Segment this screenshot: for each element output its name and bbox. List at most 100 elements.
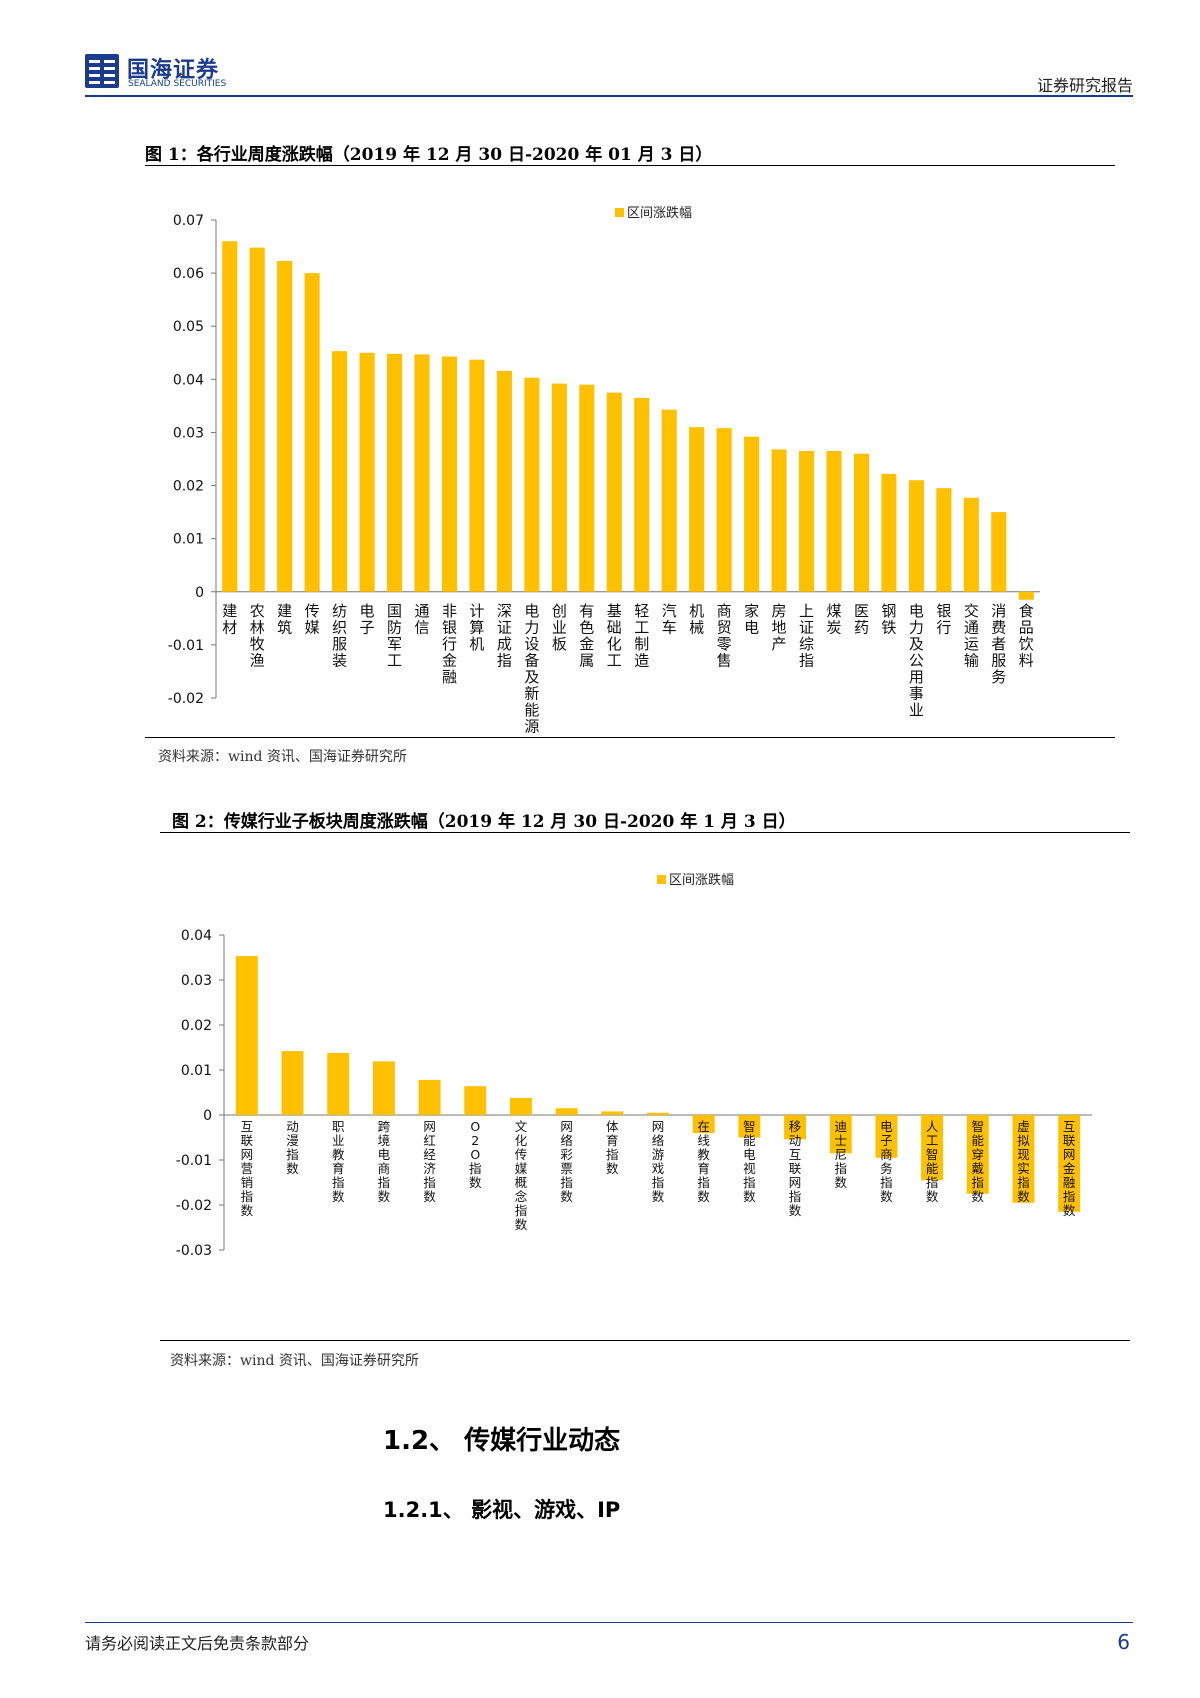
- fig2-category-label: 移动互联网指数: [789, 1119, 802, 1218]
- fig1-category-label: 轻工制造: [634, 602, 649, 670]
- fig1-category-label: 电力设备及新能源: [524, 602, 539, 736]
- fig2-bar: [921, 1115, 944, 1181]
- fig2-bar: [1058, 1115, 1081, 1212]
- fig1-bar: [936, 488, 952, 592]
- fig1-bar: [826, 451, 842, 592]
- fig1-category-label: 汽车: [662, 602, 677, 637]
- fig2-category-label: 网络游戏指数: [652, 1119, 665, 1204]
- fig2-category-label: 互联网金融指数: [1063, 1119, 1076, 1218]
- fig1-y-tick-label: 0: [195, 585, 204, 601]
- figure1-bottom-rule: [145, 737, 1115, 738]
- fig1-bar: [551, 383, 567, 592]
- fig2-category-label: 体育指数: [606, 1119, 619, 1176]
- fig1-category-label: 通信: [414, 602, 429, 637]
- fig1-y-tick-label: 0.02: [173, 479, 204, 495]
- fig1-category-label: 食品饮料: [1019, 602, 1034, 670]
- fig2-bar: [647, 1112, 669, 1115]
- fig2-category-label: 在线教育指数: [697, 1119, 710, 1204]
- fig1-bar: [332, 351, 348, 592]
- fig1-category-label: 深证成指: [497, 602, 512, 670]
- fig1-bar: [716, 428, 732, 592]
- fig1-bar: [386, 353, 403, 592]
- brand-name-cn: 国海证券: [127, 58, 220, 83]
- fig2-category-label: 人工智能指数: [926, 1119, 939, 1204]
- section-heading: 1.2、 传媒行业动态: [383, 1426, 621, 1456]
- fig2-bar: [966, 1115, 989, 1194]
- fig1-category-label: 房地产: [772, 602, 787, 653]
- fig2-bar: [784, 1115, 807, 1140]
- fig1-category-label: 纺织服装: [332, 602, 347, 670]
- footer-disclaimer: 请务必阅读正文后免责条款部分: [85, 1634, 310, 1653]
- fig2-bar: [555, 1108, 578, 1115]
- fig1-category-label: 非银行金融: [442, 602, 457, 686]
- fig2-bar: [464, 1086, 487, 1115]
- fig1-bar: [798, 451, 815, 592]
- fig2-bar: [235, 956, 258, 1115]
- fig1-category-label: 建筑: [277, 602, 292, 637]
- fig2-y-tick-label: -0.03: [176, 1243, 212, 1259]
- fig2-category-label: 动漫指数: [286, 1119, 299, 1176]
- fig2-y-tick-label: -0.02: [176, 1198, 212, 1214]
- fig1-category-label: 国防军工: [387, 602, 402, 670]
- fig1-bar: [744, 436, 760, 592]
- fig1-category-label: 煤炭: [826, 602, 841, 637]
- fig1-category-label: 机械: [689, 602, 704, 637]
- fig1-legend-swatch: [615, 208, 624, 217]
- fig1-bar: [441, 356, 458, 592]
- page-number: 6: [1117, 1630, 1130, 1654]
- figure1-top-rule: [145, 165, 1115, 166]
- figure1-title: 图 1：各行业周度涨跌幅（2019 年 12 月 30 日-2020 年 01 …: [145, 145, 713, 165]
- fig1-bar: [277, 260, 293, 592]
- fig2-bar: [1012, 1115, 1035, 1203]
- fig1-bar: [222, 241, 238, 592]
- fig1-bar: [496, 370, 512, 592]
- header-divider: [85, 95, 1133, 97]
- fig1-category-label: 商贸零售: [717, 602, 732, 670]
- fig1-category-label: 钢铁: [881, 602, 896, 637]
- fig1-y-tick-label: 0.05: [173, 319, 204, 335]
- fig2-category-label: O 2 O 指数: [469, 1119, 482, 1190]
- fig1-y-tick-label: -0.02: [168, 691, 204, 707]
- fig1-category-label: 电力及公用事业: [909, 602, 924, 719]
- fig1-category-label: 传媒: [305, 602, 320, 637]
- fig2-bar: [509, 1097, 532, 1115]
- fig2-category-label: 电子商务指数: [880, 1119, 893, 1204]
- fig2-category-label: 智能电视指数: [743, 1119, 756, 1204]
- fig2-y-tick-label: 0.03: [181, 973, 212, 989]
- fig2-bar: [418, 1079, 441, 1115]
- fig1-y-tick-label: -0.01: [168, 638, 204, 654]
- fig2-category-label: 虚拟现实指数: [1017, 1119, 1030, 1204]
- fig2-category-label: 文化传媒概念指数: [515, 1119, 528, 1232]
- fig2-category-label: 智能穿戴指数: [972, 1119, 985, 1204]
- fig1-y-tick-label: 0.07: [173, 213, 204, 229]
- fig1-bar: [689, 427, 705, 592]
- fig1-category-label: 上证综指: [799, 602, 814, 670]
- fig1-bar: [1018, 591, 1034, 600]
- fig2-category-label: 网红经济指数: [423, 1119, 436, 1204]
- fig1-bar: [771, 449, 787, 592]
- fig1-y-tick-label: 0.06: [173, 266, 204, 282]
- fig1-bar: [359, 352, 375, 592]
- fig1-category-label: 电子: [360, 602, 375, 637]
- sealand-logo-icon: [85, 54, 119, 88]
- fig1-bar: [853, 453, 870, 592]
- fig2-y-tick-label: 0: [203, 1108, 212, 1124]
- fig1-category-label: 农林牧渔: [250, 602, 265, 670]
- fig2-bar: [281, 1051, 304, 1115]
- fig1-bar: [634, 397, 650, 592]
- fig1-bar: [304, 273, 320, 592]
- fig2-category-label: 职业教育指数: [332, 1119, 345, 1204]
- figure2-top-rule: [160, 832, 1130, 833]
- figure1-source: 资料来源：wind 资讯、国海证券研究所: [158, 749, 407, 765]
- fig1-bar: [963, 497, 979, 592]
- fig1-category-label: 有色金属: [579, 602, 594, 670]
- figure2-source: 资料来源：wind 资讯、国海证券研究所: [170, 1353, 419, 1369]
- fig2-bar: [372, 1061, 395, 1115]
- fig1-bar: [991, 512, 1007, 592]
- figure2-title: 图 2：传媒行业子板块周度涨跌幅（2019 年 12 月 30 日-2020 年…: [172, 812, 796, 832]
- fig2-y-tick-label: -0.01: [176, 1153, 212, 1169]
- fig1-category-label: 建材: [222, 602, 237, 637]
- fig1-y-tick-label: 0.01: [173, 532, 204, 548]
- figure2-bottom-rule: [160, 1340, 1130, 1341]
- fig2-category-label: 网络彩票指数: [560, 1119, 573, 1204]
